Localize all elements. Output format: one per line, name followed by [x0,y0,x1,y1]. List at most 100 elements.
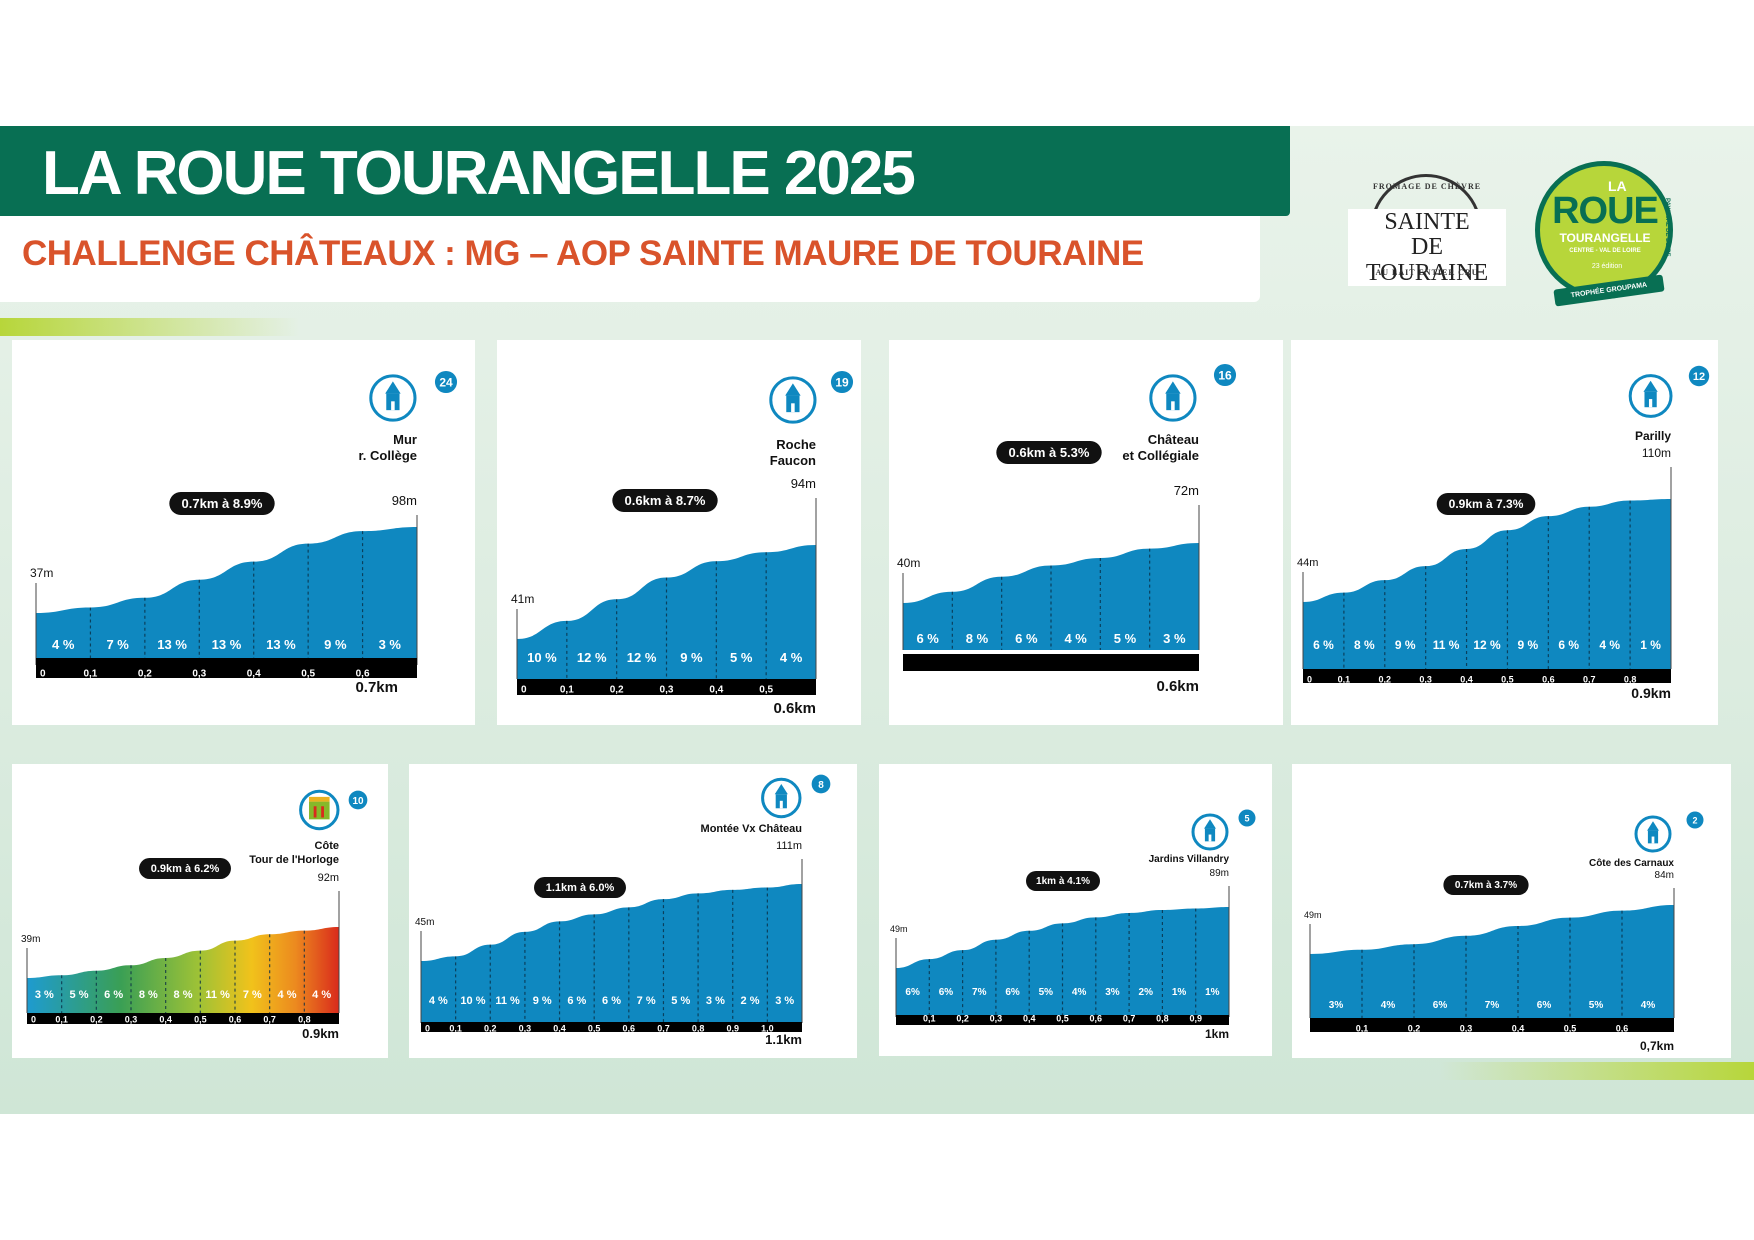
climb-summary: 0.6km à 8.7% [625,493,706,508]
end-altitude: 72m [1174,483,1199,498]
gradient-label: 5 % [1114,631,1137,646]
distance-tick: 0,8 [298,1014,311,1024]
distance-tick: 0,8 [1156,1013,1169,1023]
km-marker: 12 [1693,371,1705,383]
km-marker-badge [348,790,368,810]
gradient-label: 4% [1072,987,1087,998]
distance-tick: 0,7 [1123,1013,1136,1023]
climb-profile-chart: 6 % 8 % 6 % 4 % 5 % 3 % 0.6km 40m 72m 0.6km à 5.3… [897,363,1237,695]
gradient-label: 4 % [780,650,803,665]
page-subtitle: CHALLENGE CHÂTEAUX : MG – AOP SAINTE MAU… [22,234,1144,273]
logo-roue: ROUE [1552,190,1659,232]
gradient-label: 3% [1105,987,1120,998]
logo-tourangelle: TOURANGELLE [1559,231,1651,245]
distance-tick: 0,6 [1090,1013,1103,1023]
total-distance: 0.6km [773,700,816,717]
gradient-label: 4 % [312,989,331,1001]
distance-bar [1303,669,1671,683]
gradient-label: 6% [1005,987,1020,998]
climb-profile-chart: 6 % 8 % 9 % 11 % 12 % 9 % 6 % 4 % 1 % 0 0,1 0,2 0,3 0… [1297,365,1710,701]
distance-tick: 0,3 [990,1013,1003,1023]
climb-name: Mur [393,432,417,447]
gradient-label: 11 % [1433,638,1460,652]
gradient-label: 7 % [243,989,262,1001]
summary-pill [1443,875,1529,895]
tower-icon [1149,374,1197,422]
km-marker-badge [811,774,831,794]
gradient-label: 5 % [671,995,690,1007]
gradient-label: 12 % [577,650,607,665]
gradient-label: 2 % [741,995,760,1007]
total-distance: 0.6km [1156,678,1199,695]
climb-panel: 6 % 8 % 6 % 4 % 5 % 3 % 0.6km 40m 72m 0.6km à 5.3… [889,340,1283,725]
climb-summary: 1.1km à 6.0% [546,882,615,894]
km-marker: 5 [1244,814,1249,824]
total-distance: 0.9km [302,1026,339,1041]
gradient-label: 13 % [212,637,242,652]
distance-tick: 0,1 [923,1013,936,1023]
climb-summary: 0.7km à 8.9% [182,496,263,511]
km-marker: 16 [1218,369,1232,383]
distance-bar [36,658,417,678]
clock-tower-icon [299,789,340,831]
climb-panel: 10 % 12 % 12 % 9 % 5 % 4 % 0 0,1 0,2 0,3 0,4 0,5 0.6… [497,340,861,725]
gradient-label: 3% [1329,1000,1344,1011]
logo-edition: 23 édition [1591,263,1623,270]
tower-icon [1628,374,1673,418]
gradient-label: 5 % [70,989,89,1001]
start-altitude: 39m [21,934,40,945]
gradient-label: 10 % [460,995,485,1007]
end-altitude: 89m [1210,868,1229,879]
total-distance: 0.7km [355,679,398,696]
distance-tick: 0,3 [192,669,206,680]
gradient-label: 11 % [495,995,520,1007]
km-marker-badge [1213,363,1237,387]
end-altitude: 111m [776,840,802,852]
climb-name: Tour de l'Horloge [249,854,339,866]
gradient-label: 7% [1485,1000,1500,1011]
distance-tick: 0,4 [553,1023,566,1033]
distance-tick: 0,2 [956,1013,969,1023]
km-marker-badge [1688,365,1710,387]
gradient-label: 6% [939,987,954,998]
gradient-label: 6 % [1313,638,1334,652]
distance-tick: 0,4 [709,685,723,696]
tower-icon [1634,815,1672,853]
end-altitude: 92m [318,872,339,884]
climb-summary: 0.9km à 7.3% [1449,497,1524,511]
distance-tick: 0,6 [1542,674,1555,684]
distance-tick: 0,9 [1189,1013,1202,1023]
gradient-label: 5% [1589,1000,1604,1011]
summary-pill [996,441,1102,464]
climb-name: Château [1148,432,1199,447]
climb-profile-chart: 3% 4% 6% 7% 6% 5% 4% 0,1 0,2 0,3 0,4 0,5 0,6 0,7km 49m… [1304,811,1704,1053]
distance-bar [27,1013,339,1024]
distance-tick: 0,2 [138,669,152,680]
distance-tick: 0,1 [1338,674,1351,684]
distance-bar [517,679,816,695]
gradient-label: 4 % [429,995,448,1007]
climb-name: Parilly [1635,429,1671,443]
distance-tick: 0,6 [1616,1023,1629,1033]
climb-name: Montée Vx Château [701,823,802,835]
km-marker: 2 [1692,816,1697,826]
accent-stripe-top [0,318,300,336]
elevation-area [421,884,802,1023]
km-marker-badge [1686,811,1704,829]
distance-tick: 0,4 [247,669,261,680]
climb-summary: 1km à 4.1% [1036,876,1090,887]
summary-pill [1026,871,1100,891]
gradient-label: 8 % [174,989,193,1001]
gradient-label: 7% [972,987,987,998]
gradient-label: 6% [1537,1000,1552,1011]
climb-name: Faucon [770,453,816,468]
gradient-label: 4% [1381,1000,1396,1011]
gradient-label: 3 % [379,637,402,652]
logo-arc-top: FROMAGE DE CHÈVRE [1372,182,1482,191]
km-marker-badge [434,370,458,394]
climb-panel: 6 % 8 % 9 % 11 % 12 % 9 % 6 % 4 % 1 % 0 0,1 0,2 0,3 0… [1291,340,1718,725]
distance-bar [903,654,1199,671]
gradient-label: 13 % [266,637,296,652]
distance-tick: 0,8 [692,1023,705,1033]
gradient-label: 12 % [627,650,657,665]
